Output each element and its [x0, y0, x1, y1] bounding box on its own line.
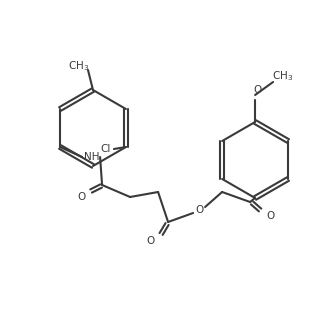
- Text: CH$_3$: CH$_3$: [273, 69, 294, 83]
- Text: Cl: Cl: [101, 144, 111, 154]
- Text: O: O: [266, 211, 274, 221]
- Text: O: O: [253, 85, 261, 95]
- Text: NH: NH: [84, 152, 100, 162]
- Text: O: O: [146, 236, 154, 246]
- Text: O: O: [195, 205, 203, 215]
- Text: CH$_3$: CH$_3$: [68, 59, 90, 73]
- Text: O: O: [77, 192, 85, 202]
